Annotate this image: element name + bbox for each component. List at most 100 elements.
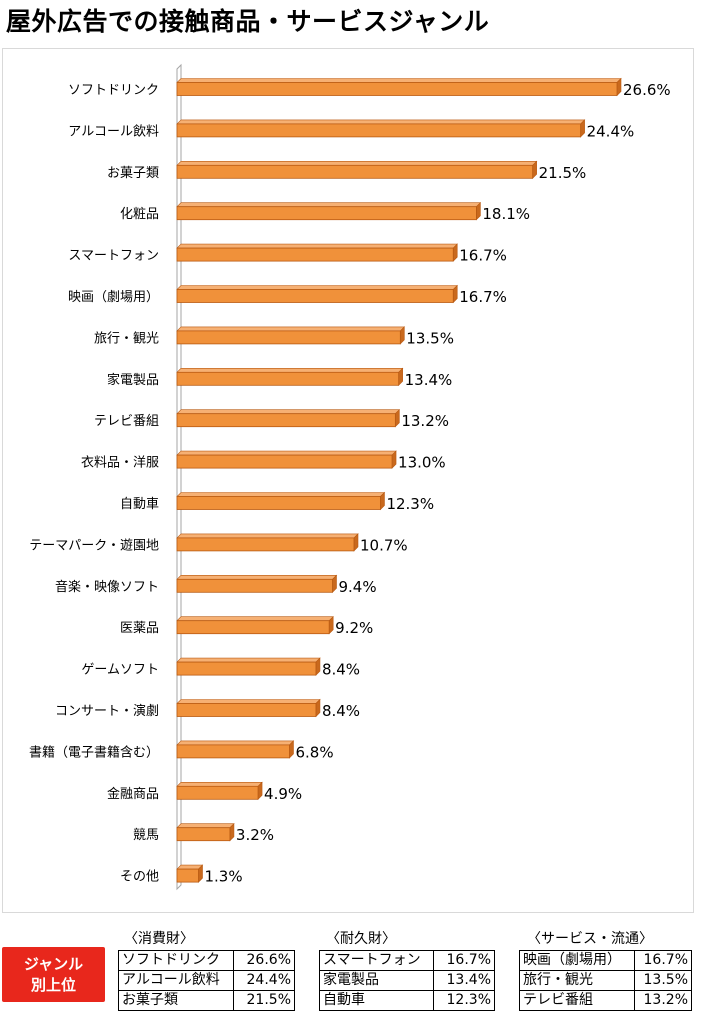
bar-top [176, 450, 397, 456]
category-label: ゲームソフト [81, 663, 159, 678]
percent-cell: 26.6% [233, 950, 295, 971]
percent-cell: 13.5% [634, 970, 692, 991]
durable-goods-title: 〈耐久財〉 [326, 931, 396, 947]
service-distribution-table: 映画（劇場用） 16.7% 旅行・観光 13.5% テレビ番組 13.2% [519, 950, 692, 1011]
value-label: 9.2% [335, 619, 373, 637]
bar [176, 164, 534, 179]
value-label: 24.4% [587, 122, 635, 140]
bar [176, 537, 355, 552]
bar-top [176, 119, 586, 125]
bar [176, 868, 199, 883]
percent-cell: 16.7% [634, 950, 692, 971]
bar-top [176, 78, 622, 83]
bar [176, 661, 317, 676]
value-label: 18.1% [482, 205, 530, 223]
table-row: お菓子類 21.5% [118, 990, 295, 1011]
genre-cell: アルコール飲料 [118, 970, 234, 991]
value-label: 13.2% [401, 412, 449, 430]
category-label: 化粧品 [120, 207, 159, 222]
category-label: 衣料品・洋服 [81, 455, 159, 471]
bar-top [176, 492, 386, 497]
category-label: 医薬品 [120, 621, 159, 636]
consumer-goods-title: 〈消費財〉 [124, 931, 194, 947]
category-label: テーマパーク・遊園地 [29, 538, 159, 553]
bar-top [176, 781, 263, 787]
category-label: コンサート・演劇 [55, 703, 159, 719]
bar [176, 289, 454, 303]
percent-cell: 16.7% [433, 950, 495, 971]
bar-top [176, 285, 458, 290]
chart-frame: ソフトドリンク 26.6% アルコール飲料 24.4% お菓子類 21.5% 化粧品 18.1… [2, 48, 694, 913]
category-label: 旅行・観光 [94, 331, 159, 346]
value-label: 10.7% [360, 536, 408, 554]
bar [176, 413, 396, 428]
table-row: ソフトドリンク 26.6% [118, 950, 295, 971]
bar-top [176, 864, 204, 870]
value-label: 13.5% [406, 329, 454, 347]
category-label: 競馬 [133, 828, 159, 843]
table-row: 映画（劇場用） 16.7% [519, 950, 692, 971]
category-label: 家電製品 [107, 372, 159, 388]
table-row: 旅行・観光 13.5% [519, 970, 692, 991]
value-label: 16.7% [459, 247, 507, 265]
genre-cell: 旅行・観光 [519, 970, 635, 991]
percent-cell: 21.5% [233, 990, 295, 1011]
bar-top [176, 326, 406, 332]
consumer-goods-table: ソフトドリンク 26.6% アルコール飲料 24.4% お菓子類 21.5% [118, 950, 295, 1011]
bar-top [176, 574, 338, 580]
page-title: 屋外広告での接触商品・サービスジャンル [6, 7, 490, 36]
value-label: 12.3% [386, 495, 434, 513]
bar-top [176, 616, 334, 622]
percent-cell: 24.4% [233, 970, 295, 991]
category-label: 金融商品 [107, 786, 159, 802]
bar-top [176, 202, 482, 207]
percent-cell: 12.3% [433, 990, 495, 1011]
genre-cell: スマートフォン [319, 950, 434, 971]
bar-chart: ソフトドリンク 26.6% アルコール飲料 24.4% お菓子類 21.5% 化粧品 18.1… [29, 63, 671, 891]
bar-top [176, 533, 359, 539]
value-label: 4.9% [264, 785, 302, 803]
bar-top [176, 657, 321, 663]
category-label: 自動車 [120, 497, 159, 512]
bar [176, 827, 231, 842]
axis-wall [176, 63, 182, 891]
category-label: テレビ番組 [94, 414, 159, 429]
bar-top [176, 243, 458, 249]
bar [176, 454, 393, 469]
category-label: 書籍（電子書籍含む） [29, 744, 159, 760]
genre-cell: テレビ番組 [519, 990, 635, 1011]
value-label: 1.3% [205, 868, 243, 886]
bar [176, 82, 618, 96]
percent-cell: 13.2% [634, 990, 692, 1011]
service-distribution-title: 〈サービス・流通〉 [527, 931, 653, 947]
bar [176, 620, 330, 635]
table-row: 家電製品 13.4% [319, 970, 495, 991]
category-label: お菓子類 [107, 166, 159, 181]
category-label: その他 [120, 870, 159, 885]
value-label: 8.4% [322, 702, 360, 720]
bar-top [176, 823, 235, 829]
value-label: 13.0% [398, 454, 446, 472]
genre-cell: 映画（劇場用） [519, 950, 635, 971]
bar [176, 744, 290, 759]
table-row: アルコール飲料 24.4% [118, 970, 295, 991]
category-label: アルコール飲料 [68, 123, 159, 139]
table-row: テレビ番組 13.2% [519, 990, 692, 1011]
value-label: 8.4% [322, 661, 360, 679]
genre-cell: 自動車 [319, 990, 434, 1011]
value-label: 6.8% [295, 743, 333, 761]
durable-goods-table: スマートフォン 16.7% 家電製品 13.4% 自動車 12.3% [319, 950, 495, 1011]
table-row: 自動車 12.3% [319, 990, 495, 1011]
value-label: 9.4% [338, 578, 376, 596]
genre-cell: お菓子類 [118, 990, 234, 1011]
category-label: 映画（劇場用） [68, 290, 159, 305]
bar [176, 496, 381, 510]
value-label: 16.7% [459, 288, 507, 306]
bar-top [176, 161, 538, 166]
value-label: 13.4% [405, 371, 453, 389]
category-label: スマートフォン [68, 249, 159, 264]
bar [176, 330, 401, 345]
bar [176, 578, 333, 593]
value-label: 26.6% [623, 81, 671, 99]
bar-top [176, 740, 295, 746]
